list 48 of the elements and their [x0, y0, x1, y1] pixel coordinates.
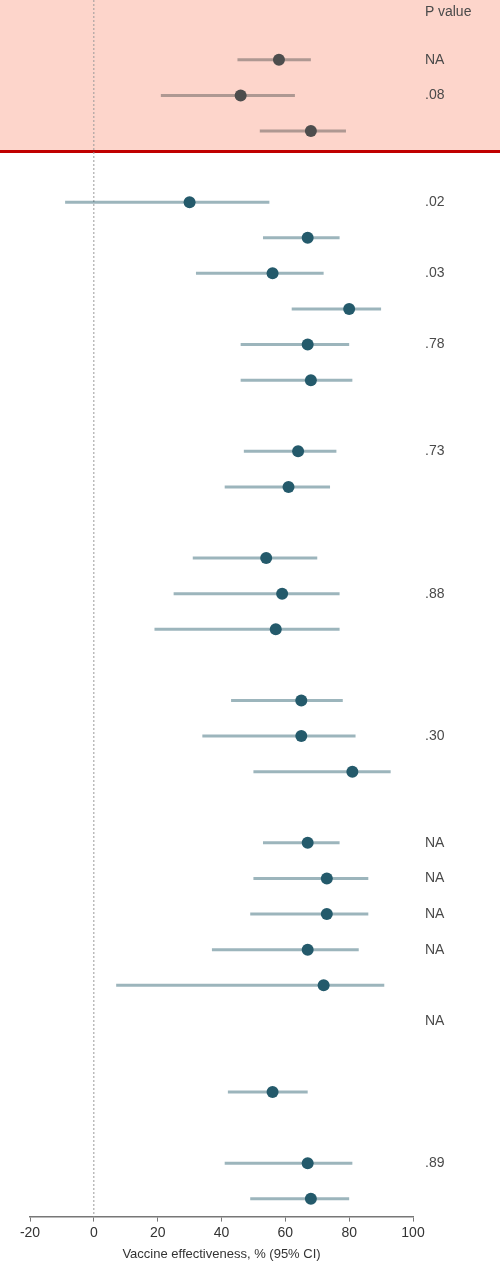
- point: [320, 872, 333, 885]
- x-tick-label: 0: [89, 1223, 98, 1240]
- point: [301, 836, 314, 849]
- point: [269, 623, 282, 636]
- point: [301, 943, 314, 956]
- point: [282, 480, 295, 493]
- x-tick-label: 100: [401, 1223, 425, 1240]
- y-tick-label: .03: [425, 264, 445, 281]
- y-tick-label: .08: [425, 86, 445, 103]
- point: [183, 196, 196, 209]
- y-tick-label: NA: [425, 904, 446, 921]
- point: [260, 552, 273, 565]
- y-tick-label: .30: [425, 726, 445, 743]
- y-tick-label: .89: [425, 1154, 445, 1171]
- y-tick-label: NA: [425, 1011, 446, 1028]
- point: [295, 694, 308, 707]
- x-tick-label: 40: [213, 1223, 230, 1240]
- point: [346, 765, 359, 778]
- point: [266, 267, 279, 280]
- point: [301, 231, 314, 244]
- y-tick-label: .73: [425, 442, 445, 459]
- point: [276, 587, 289, 600]
- y-tick-label: .78: [425, 335, 445, 352]
- point: [317, 979, 330, 992]
- point: [343, 302, 356, 315]
- x-tick-label: -20: [19, 1223, 41, 1240]
- point: [272, 53, 285, 66]
- point: [266, 1086, 279, 1099]
- x-tick-label: 80: [341, 1223, 358, 1240]
- point: [304, 124, 317, 137]
- y-tick-label: NA: [425, 940, 446, 957]
- y-tick-label: NA: [425, 869, 446, 886]
- point: [304, 1192, 317, 1205]
- x-tick-label: 60: [277, 1223, 294, 1240]
- point: [295, 730, 308, 743]
- x-axis-title: Vaccine effectiveness, % (95% CI): [122, 1245, 321, 1261]
- y-tick-label: .88: [425, 584, 445, 601]
- point: [292, 445, 305, 458]
- point: [234, 89, 247, 102]
- x-tick-label: 20: [149, 1223, 166, 1240]
- y-tick-label: NA: [425, 833, 446, 850]
- point: [304, 374, 317, 387]
- y-tick-label: .02: [425, 193, 445, 210]
- point: [301, 338, 314, 351]
- y-tick-label: NA: [425, 50, 446, 67]
- text: P value: [425, 2, 472, 19]
- point: [301, 1157, 314, 1170]
- point: [320, 908, 333, 921]
